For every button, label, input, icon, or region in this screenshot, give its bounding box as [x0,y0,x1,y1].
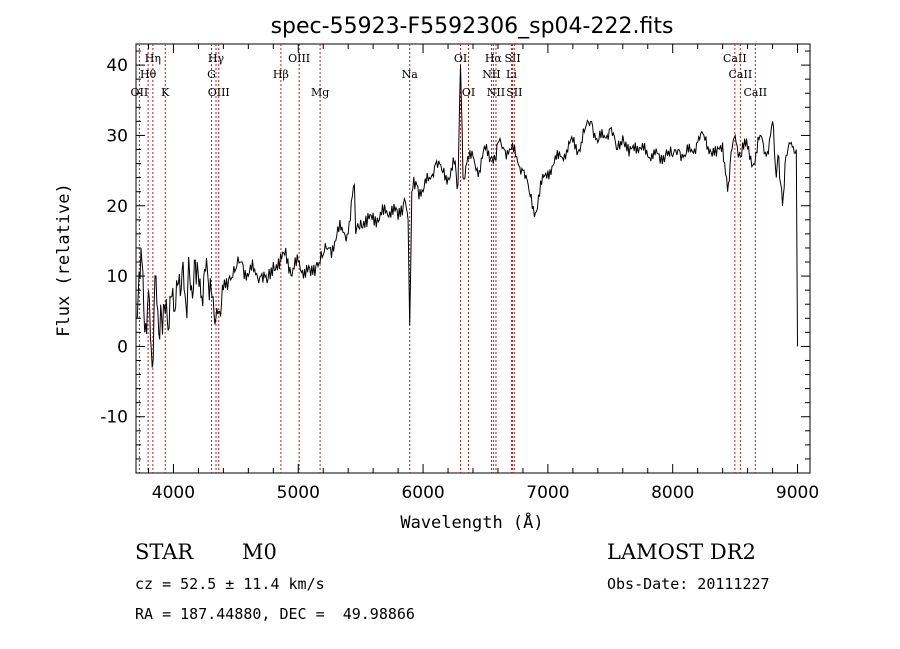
object-class: STAR [135,540,194,564]
line-marker-label: Mg [311,86,329,99]
y-tick-label: -10 [100,408,128,428]
line-marker-label: Li [506,68,517,81]
x-tick-label: 7000 [526,483,569,503]
redshift-velocity: cz = 52.5 ± 11.4 km/s [135,575,325,593]
y-tick-label: 40 [106,56,128,76]
object-subclass: M0 [242,540,277,564]
spectrum-line [136,65,798,368]
line-marker-label: K [161,86,170,99]
line-marker-label: Hβ [273,68,289,81]
plot-frame [135,43,811,474]
axis-ticks: 4000 5000 6000 7000 8000 9000 -10 0 10 20 30 40 [100,44,819,503]
line-marker-label: SII [506,86,522,99]
y-axis-label: Flux (relative) [54,183,74,337]
line-marker-label: CaII [723,52,747,65]
line-marker-label: NII [482,68,500,81]
line-marker-label: OI [454,52,467,65]
line-marker-label: Hη [145,52,161,65]
x-tick-label: 8000 [651,483,694,503]
y-tick-label: 0 [117,337,128,357]
x-tick-label: 6000 [401,483,444,503]
y-tick-label: 30 [106,126,128,146]
line-marker-label: Hθ [140,68,157,81]
line-marker-label: G [207,68,216,81]
y-tick-label: 10 [106,267,128,287]
x-tick-label: 4000 [152,483,195,503]
x-tick-label: 9000 [776,483,819,503]
survey-label: LAMOST DR2 [607,540,756,564]
x-axis-label: Wavelength (Å) [400,511,543,533]
line-marker-label: OIII [208,86,230,99]
sky-coordinates: RA = 187.44880, DEC = 49.98866 [135,605,415,623]
observation-date: Obs-Date: 20111227 [607,575,770,593]
line-marker-label: Na [402,68,419,81]
line-marker-label: CaII [743,86,767,99]
line-marker-label: NII [487,86,505,99]
line-marker-label: OII [131,86,149,99]
line-marker-label: CaII [729,68,753,81]
line-marker-label: Hα [485,52,503,65]
line-marker-label: OIII [288,52,310,65]
spectrum-series [136,65,798,368]
line-marker-label: OI [462,86,475,99]
y-tick-label: 20 [106,197,128,217]
line-marker-label: SII [504,52,520,65]
line-marker-label: Hγ [208,52,225,65]
x-tick-label: 5000 [277,483,320,503]
chart-title: spec-55923-F5592306_sp04-222.fits [271,14,674,39]
